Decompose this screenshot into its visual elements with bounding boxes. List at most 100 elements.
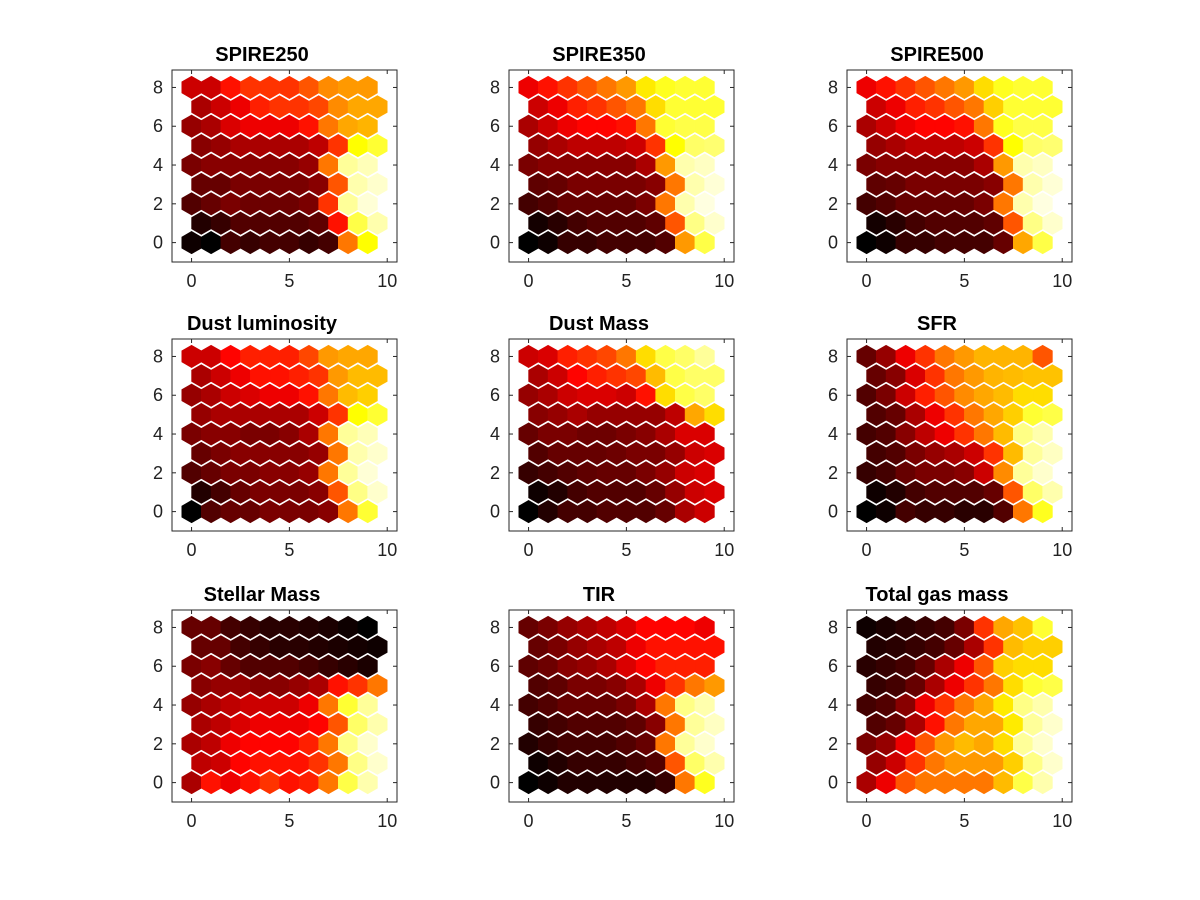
hex-cell <box>230 403 251 427</box>
hex-cell <box>983 211 1004 235</box>
hex-cell <box>1032 500 1053 524</box>
hex-cell <box>357 153 378 177</box>
hex-cell <box>934 732 955 756</box>
hex-cell <box>328 480 349 504</box>
y-tick-label: 2 <box>490 734 500 754</box>
hex-cell <box>983 172 1004 196</box>
hex-cell <box>905 635 926 659</box>
hex-cell <box>298 461 320 485</box>
hex-cell <box>318 422 339 446</box>
hex-cell <box>915 771 936 795</box>
hex-cell <box>201 732 222 756</box>
hex-cell <box>547 172 569 196</box>
subplot-title: Dust luminosity <box>187 313 338 335</box>
hex-cell <box>924 635 946 659</box>
hex-cell <box>934 615 955 639</box>
hex-cell <box>684 364 706 388</box>
hex-cell <box>694 461 715 485</box>
hex-cell <box>357 615 378 639</box>
hex-cell <box>934 153 955 177</box>
y-tick-label: 8 <box>828 346 838 366</box>
hex-cell <box>606 712 627 736</box>
x-tick-label: 5 <box>959 540 969 560</box>
hex-cell <box>924 751 946 775</box>
hex-cell <box>934 344 955 368</box>
hex-cell <box>895 114 916 138</box>
hex-cell <box>1012 344 1034 368</box>
hex-cell <box>518 231 539 255</box>
hex-cell <box>1003 134 1024 158</box>
hex-cell <box>684 751 706 775</box>
hex-cell <box>655 153 676 177</box>
hex-cell <box>347 712 369 736</box>
hex-cell <box>606 364 627 388</box>
x-tick-label: 0 <box>187 540 197 560</box>
hex-cell <box>357 192 378 216</box>
y-tick-label: 0 <box>153 233 163 253</box>
hex-cell <box>694 383 715 407</box>
hex-cell <box>665 172 686 196</box>
hex-cell <box>181 771 202 795</box>
hex-cell <box>367 751 388 775</box>
hex-cell <box>220 654 241 678</box>
y-tick-label: 4 <box>490 695 500 715</box>
hex-cell <box>279 383 300 407</box>
hex-cell <box>367 172 388 196</box>
hex-cell <box>240 344 261 368</box>
hex-cell <box>298 383 320 407</box>
hex-cell <box>964 172 985 196</box>
hex-cell <box>357 654 378 678</box>
hex-cell <box>704 95 725 119</box>
hex-cell <box>298 693 320 717</box>
x-tick-label: 5 <box>284 811 294 831</box>
hex-cell <box>616 461 637 485</box>
hex-cell <box>337 114 359 138</box>
hex-cell <box>944 134 965 158</box>
hex-cell <box>954 422 975 446</box>
hex-cell <box>964 441 985 465</box>
hex-cell <box>973 383 995 407</box>
hex-cell <box>328 95 349 119</box>
hex-cell <box>210 172 231 196</box>
hex-cell <box>944 172 965 196</box>
hex-cell <box>181 461 202 485</box>
hex-cell <box>875 344 897 368</box>
hex-cell <box>885 403 907 427</box>
hex-cell <box>220 422 241 446</box>
hex-cell <box>250 134 271 158</box>
subplot-2: SPIRE350 0 5 10 0 2 4 6 8 <box>490 44 735 291</box>
hex-cell <box>645 134 666 158</box>
hex-cell <box>298 771 320 795</box>
hex-cell <box>586 674 608 698</box>
hex-cell <box>694 500 715 524</box>
hex-cell <box>993 153 1014 177</box>
hex-cell <box>905 364 926 388</box>
hex-cell <box>655 114 676 138</box>
hex-cell <box>924 172 946 196</box>
hex-cell <box>557 114 578 138</box>
x-tick-label: 10 <box>1052 540 1072 560</box>
hex-cell <box>250 441 271 465</box>
y-tick-label: 0 <box>490 773 500 793</box>
x-tick-label: 10 <box>714 540 734 560</box>
hex-cell <box>674 231 696 255</box>
hex-cell <box>596 732 617 756</box>
hex-cell <box>944 480 965 504</box>
x-tick-label: 0 <box>524 271 534 291</box>
hex-cell <box>259 654 280 678</box>
x-tick-label: 10 <box>377 271 397 291</box>
hex-cell <box>915 500 936 524</box>
hex-cell <box>635 732 657 756</box>
hex-cell <box>944 712 965 736</box>
hex-cell <box>905 674 926 698</box>
hex-cell <box>191 364 212 388</box>
hex-cell <box>367 480 388 504</box>
hex-cell <box>240 383 261 407</box>
hex-cell <box>528 674 549 698</box>
hex-cell <box>944 441 965 465</box>
hex-cell <box>1003 211 1024 235</box>
y-tick-label: 2 <box>153 734 163 754</box>
hex-cell <box>191 674 212 698</box>
hex-cell <box>577 732 598 756</box>
hex-cell <box>895 500 916 524</box>
